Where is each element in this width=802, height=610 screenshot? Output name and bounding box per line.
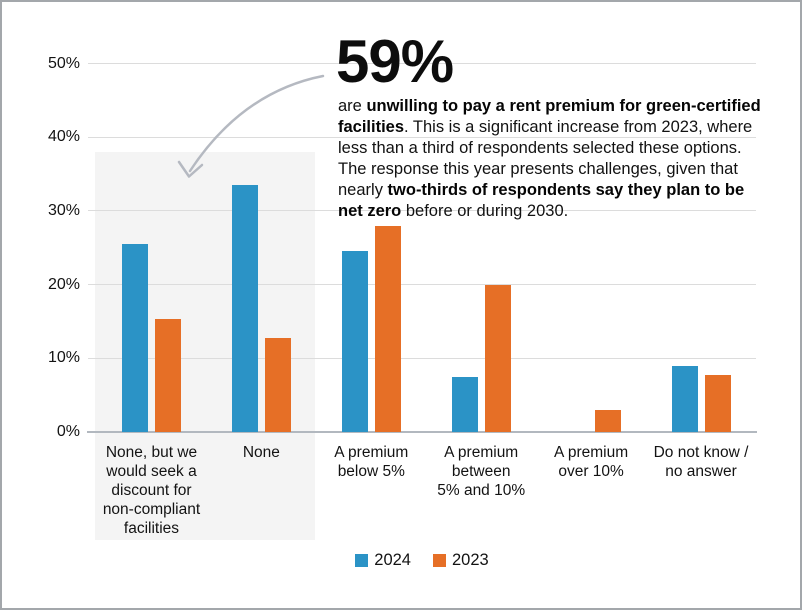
category-label: A premium between 5% and 10% <box>437 444 526 499</box>
y-axis-tick-label: 30% <box>47 201 80 219</box>
legend-item-2023: 2023 <box>433 551 489 570</box>
gridline-30% <box>88 210 756 212</box>
annotation-text: before or during 2030. <box>401 202 569 220</box>
y-axis-tick-label: 20% <box>47 275 80 293</box>
bar-2024-category-1 <box>122 244 148 432</box>
annotation-text: are <box>338 97 367 115</box>
bar-2023-category-1 <box>155 319 181 432</box>
bar-2024-category-4 <box>451 376 478 432</box>
bar-2024-category-6 <box>671 365 698 432</box>
legend-swatch-icon <box>433 554 446 567</box>
category-label: A premium below 5% <box>334 444 409 480</box>
bar-2024-category-2 <box>231 185 258 432</box>
x-axis-line <box>87 431 757 433</box>
bar-2024-category-3 <box>341 251 368 432</box>
legend-swatch-icon <box>355 554 369 567</box>
annotation-headline: 59% <box>336 28 454 95</box>
legend-label: 2023 <box>452 551 489 569</box>
annotation-paragraph: are unwilling to pay a rent premium for … <box>338 96 768 222</box>
annotation-bold-text: two-thirds of respondents say they plan … <box>338 181 745 220</box>
chart-legend: 2024 2023 <box>88 551 756 570</box>
bar-2023-category-5 <box>594 409 621 432</box>
category-label: Do not know / no answer <box>653 444 749 480</box>
y-axis-tick-label: 50% <box>47 54 80 72</box>
category-label: A premium over 10% <box>554 444 629 480</box>
bar-2023-category-3 <box>374 225 401 432</box>
category-label: None <box>242 444 280 461</box>
annotation-bold-text: unwilling to pay a rent premium for gree… <box>338 97 761 136</box>
bar-2023-category-4 <box>484 284 511 432</box>
y-axis-tick-label: 0% <box>56 423 80 440</box>
gridline-20% <box>88 284 756 286</box>
gridline-50% <box>88 63 756 64</box>
bar-2023-category-6 <box>704 374 731 432</box>
y-axis-tick-label: 10% <box>47 349 80 367</box>
legend-item-2024: 2024 <box>355 551 411 570</box>
y-axis-tick-label: 40% <box>47 128 80 146</box>
category-label: None, but we would seek a discount for n… <box>102 444 201 537</box>
bar-2023-category-2 <box>264 337 291 432</box>
annotation-text: . This is a significant increase from 20… <box>338 118 753 199</box>
gridline-40% <box>88 136 756 138</box>
legend-label: 2024 <box>374 551 411 569</box>
gridline-10% <box>88 357 756 359</box>
